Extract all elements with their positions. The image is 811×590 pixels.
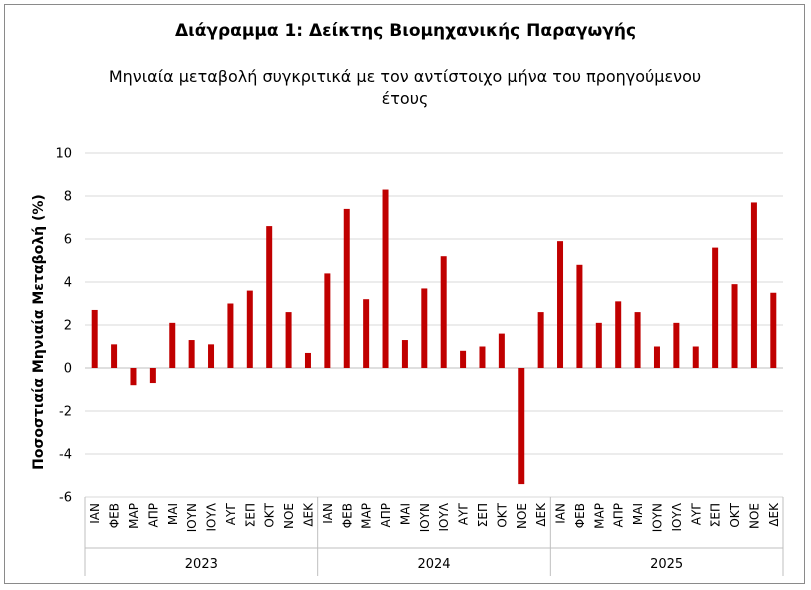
x-tick-label: ΑΠΡ xyxy=(612,503,626,527)
x-tick-label: ΙΟΥΛ xyxy=(437,502,451,531)
bar xyxy=(304,352,311,368)
x-tick-label: ΟΚΤ xyxy=(495,502,509,527)
bar xyxy=(479,346,486,368)
y-tick-label: 10 xyxy=(55,147,72,162)
x-tick-label: ΣΕΠ xyxy=(476,503,490,527)
x-tick-label: ΙΟΥΝ xyxy=(650,503,664,532)
bar xyxy=(382,189,389,368)
bar xyxy=(227,303,234,368)
x-tick-label: ΜΑΡ xyxy=(592,503,606,529)
x-tick-label: ΝΟΕ xyxy=(515,503,529,529)
bar xyxy=(634,312,641,368)
x-tick-label: ΑΠΡ xyxy=(379,503,393,527)
bar xyxy=(537,312,544,368)
bar xyxy=(266,226,273,368)
y-tick-label: -6 xyxy=(59,491,72,506)
x-tick-label: ΦΕΒ xyxy=(340,503,354,528)
x-tick-label: ΙΟΥΝ xyxy=(185,503,199,532)
x-tick-label: ΔΕΚ xyxy=(301,502,315,527)
y-tick-label: 6 xyxy=(64,233,72,248)
bar xyxy=(285,312,292,368)
x-tick-label: ΜΑΡ xyxy=(360,503,374,529)
x-tick-label: ΝΟΕ xyxy=(747,503,761,529)
x-tick-label: ΣΕΠ xyxy=(243,503,257,527)
bar xyxy=(401,340,408,368)
bar xyxy=(518,368,525,485)
bar xyxy=(188,340,195,368)
bar xyxy=(208,344,215,368)
bar xyxy=(750,202,757,368)
x-tick-label: ΟΚΤ xyxy=(263,502,277,527)
bar xyxy=(576,264,583,368)
y-tick-label: -2 xyxy=(59,405,72,420)
x-tick-label: ΑΥΓ xyxy=(457,503,471,526)
y-tick-label: 4 xyxy=(64,276,72,291)
bar xyxy=(692,346,699,368)
bar xyxy=(246,290,253,368)
bar xyxy=(421,288,428,368)
x-tick-label: ΙΟΥΛ xyxy=(670,502,684,531)
bar xyxy=(91,309,98,368)
bar xyxy=(498,333,505,368)
x-tick-label: ΙΑΝ xyxy=(88,503,102,524)
x-tick-label: ΝΟΕ xyxy=(282,503,296,529)
x-tick-label: ΑΠΡ xyxy=(146,503,160,527)
bar xyxy=(770,292,777,368)
y-tick-label: 8 xyxy=(64,190,72,205)
bar xyxy=(324,273,331,368)
bar xyxy=(149,368,156,384)
x-tick-label: ΙΑΝ xyxy=(554,503,568,524)
chart-subtitle: Μηνιαία μεταβολή συγκριτικά με τον αντίσ… xyxy=(108,67,702,108)
year-label: 2025 xyxy=(650,557,683,572)
bar xyxy=(111,344,118,368)
y-tick-label: -4 xyxy=(59,448,72,463)
x-tick-label: ΔΕΚ xyxy=(534,502,548,527)
bar xyxy=(557,241,564,368)
x-tick-label: ΔΕΚ xyxy=(767,502,781,527)
bar xyxy=(673,322,680,368)
x-tick-label: ΜΑΙ xyxy=(166,503,180,525)
year-label: 2023 xyxy=(185,557,218,572)
x-tick-label: ΟΚΤ xyxy=(728,502,742,527)
bar xyxy=(440,256,447,368)
bar xyxy=(712,247,719,368)
x-tick-label: ΜΑΡ xyxy=(127,503,141,529)
x-tick-label: ΦΕΒ xyxy=(573,503,587,528)
year-label: 2024 xyxy=(417,557,450,572)
bar xyxy=(363,299,370,368)
bar xyxy=(731,284,738,368)
y-tick-label: 0 xyxy=(64,362,72,377)
x-tick-label: ΣΕΠ xyxy=(709,503,723,527)
bar xyxy=(615,301,622,368)
chart-frame xyxy=(4,4,805,584)
x-tick-label: ΙΟΥΛ xyxy=(205,502,219,531)
x-tick-label: ΑΥΓ xyxy=(689,503,703,526)
chart-title: Διάγραμμα 1: Δείκτης Βιομηχανικής Παραγω… xyxy=(174,21,637,41)
x-tick-label: ΜΑΙ xyxy=(631,503,645,525)
x-tick-label: ΜΑΙ xyxy=(398,503,412,525)
bar xyxy=(343,208,350,368)
bar xyxy=(130,368,137,386)
bar xyxy=(653,346,660,368)
y-tick-label: 2 xyxy=(64,319,72,334)
bar xyxy=(595,322,602,368)
x-tick-label: ΦΕΒ xyxy=(108,503,122,528)
x-tick-label: ΙΟΥΝ xyxy=(418,503,432,532)
bar xyxy=(169,322,176,368)
x-tick-label: ΑΥΓ xyxy=(224,503,238,526)
x-tick-label: ΙΑΝ xyxy=(321,503,335,524)
bar xyxy=(460,350,467,368)
